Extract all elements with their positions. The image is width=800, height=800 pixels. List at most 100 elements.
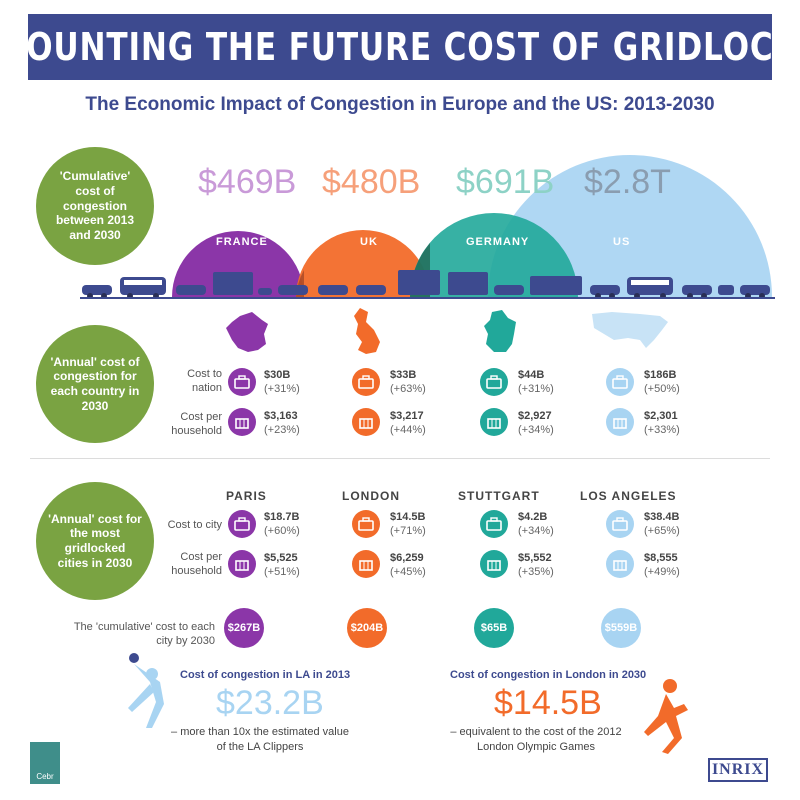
briefcase-icon [228,368,256,396]
germany-cost-household: $2,927 [518,410,552,422]
france-cost-nation: $30B [264,369,291,381]
cumulative-label: 'Cumulative' cost of congestion between … [36,147,154,265]
bus-windows [124,280,669,285]
london-fact-amount: $14.5B [494,684,602,722]
inrix-logo-text: INRIX [711,761,765,778]
uk-cost-household-pct: (+44%) [390,424,426,436]
germany-cost-nation: $44B [518,369,545,381]
us-cost-nation: $186B [644,369,677,381]
london-cumulative: $204B [347,608,387,648]
us-cost-household-pct: (+33%) [644,424,680,436]
vehicle-row [82,270,770,295]
la-fact-desc-1: – more than 10x the estimated value [171,726,349,738]
france-cost-household-pct: (+23%) [264,424,300,436]
briefcase-icon [480,368,508,396]
us-cumulative: $2.8T [584,163,671,201]
house-icon [352,408,380,436]
uk-map-icon [354,308,380,354]
house-icon [480,550,508,578]
stuttgart-cost-household: $5,552 [518,552,552,564]
la-fact-heading: Cost of congestion in LA in 2013 [180,669,351,681]
us-cost-nation-pct: (+50%) [644,383,680,395]
city-name-los-angeles: LOS ANGELES [580,489,677,503]
briefcase-icon [606,510,634,538]
uk-cost-nation: $33B [390,369,417,381]
cost-to-city-label: Cost to city [167,519,222,531]
bus-icon [627,277,673,295]
cebr-logo: Cebr [30,742,60,784]
london-fact-desc-2: London Olympic Games [477,741,595,753]
cumulative-label-text: 'Cumulative' cost of congestion between … [55,169,135,242]
paris-cost-city-pct: (+60%) [264,525,300,537]
us-map-icon [592,312,668,348]
house-icon [228,408,256,436]
briefcase-icon [228,510,256,538]
basketball-player-icon [128,653,164,728]
house-icon [352,550,380,578]
city-cumulative-label: The 'cumulative' cost to each city by 20… [73,621,215,648]
cost-to-nation-label: Cost to nation [187,368,222,395]
bus-icon [120,277,166,295]
car-icon [176,285,206,295]
house-icon [606,408,634,436]
us-arc-label: US [613,236,631,248]
france-map-icon [226,312,268,352]
city-cost-per-household-label: Cost per household [171,551,222,578]
uk-cost-household: $3,217 [390,410,424,422]
annual-city-label-text: 'Annual' cost for the most gridlocked ci… [48,511,142,570]
london-cost-city-pct: (+71%) [390,525,426,537]
paris-cost-city: $18.7B [264,511,300,523]
paris-cost-household: $5,525 [264,552,298,564]
la-cost-city-pct: (+65%) [644,525,680,537]
stuttgart-cost-household-pct: (+35%) [518,566,554,578]
car-icon [718,285,734,295]
cebr-logo-text: Cebr [36,772,54,781]
germany-map-icon [484,310,516,352]
truck-icon [530,276,582,295]
car-icon [682,285,712,295]
runner-icon [644,679,688,754]
page-title: COUNTING THE FUTURE COST OF GRIDLOCK [1,25,799,69]
annual-country-label: 'Annual' cost of congestion for each cou… [36,325,154,443]
uk-germany-overlap [410,243,430,297]
road-line [80,297,775,299]
la-fact-desc-2: of the LA Clippers [216,741,304,753]
truck-icon [448,272,488,295]
germany-arc [410,213,578,297]
briefcase-icon [352,368,380,396]
la-cost-household: $8,555 [644,552,678,564]
la-cumulative: $559B [601,608,641,648]
cost-per-household-label: Cost per household [171,411,222,438]
london-cost-household-pct: (+45%) [390,566,426,578]
uk-cumulative: $480B [322,163,421,201]
briefcase-icon [352,510,380,538]
paris-cumulative: $267B [224,608,264,648]
page-subtitle: The Economic Impact of Congestion in Eur… [85,94,715,115]
car-icon [318,285,348,295]
france-uk-overlap [296,270,304,297]
inrix-logo: INRIX [708,758,768,782]
us-cost-household: $2,301 [644,410,678,422]
la-cost-household-pct: (+49%) [644,566,680,578]
stuttgart-cost-city-pct: (+34%) [518,525,554,537]
france-cost-household: $3,163 [264,410,298,422]
truck-icon [213,272,253,295]
annual-city-label: 'Annual' cost for the most gridlocked ci… [36,482,154,600]
london-fact-desc-1: – equivalent to the cost of the 2012 [450,726,622,738]
briefcase-icon [606,368,634,396]
germany-cost-nation-pct: (+31%) [518,383,554,395]
car-icon [494,285,524,295]
car-icon [82,285,112,295]
briefcase-icon [480,510,508,538]
france-arc-label: FRANCE [216,236,268,248]
london-cost-household: $6,259 [390,552,424,564]
germany-arc-label: GERMANY [466,236,530,248]
annual-country-label-text: 'Annual' cost of congestion for each cou… [50,354,140,413]
la-fact-amount: $23.2B [216,684,324,722]
la-cost-city: $38.4B [644,511,680,523]
house-icon [480,408,508,436]
london-cost-city: $14.5B [390,511,426,523]
house-icon [228,550,256,578]
excavator-icon [398,270,440,295]
paris-cost-household-pct: (+51%) [264,566,300,578]
